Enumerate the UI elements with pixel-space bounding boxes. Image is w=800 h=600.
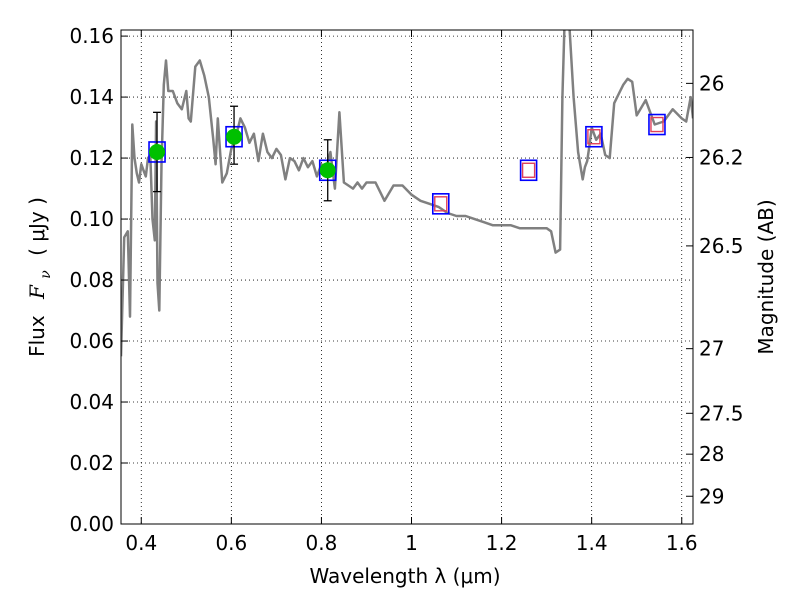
axis-ticks: 0.4 0.6 0.8 1 1.2 1.4 1.6 0.00 0.02 0.04 0.06 0.08 0… [69, 24, 743, 555]
model-box-marker [519, 159, 538, 182]
sed-model-line [121, 30, 693, 357]
right-axis-title: Magnitude (AB) [754, 199, 778, 354]
y-tick-label: 0.06 [69, 329, 114, 353]
prediction-box-marker [434, 196, 448, 212]
y-tick-label: 0.10 [69, 207, 114, 231]
x-tick-label: 1 [405, 531, 418, 555]
plot-series [121, 30, 693, 357]
x-tick-label: 1.6 [666, 531, 698, 555]
y-axis-title-prefix: Flux [25, 315, 49, 357]
plot-markers [148, 105, 666, 215]
right-tick-label: 27 [699, 337, 724, 361]
x-tick-label: 0.4 [125, 531, 157, 555]
y-tick-label: 0.00 [69, 512, 114, 536]
prediction-box-marker [587, 129, 601, 145]
y-tick-label: 0.14 [69, 85, 114, 109]
right-tick-label: 27.5 [699, 401, 744, 425]
y-tick-label: 0.16 [69, 24, 114, 48]
observed-flux-point [319, 162, 336, 179]
model-box-marker [431, 193, 450, 215]
right-tick-label: 26 [699, 71, 724, 95]
plot-frame [120, 29, 694, 525]
y-axis-title-unit: ( μJy ) [25, 197, 49, 256]
model-box-marker [585, 125, 603, 148]
x-tick-label: 0.8 [306, 531, 338, 555]
x-tick-label: 0.6 [215, 531, 247, 555]
y-axis-title-subscript: ν [38, 270, 54, 279]
y-axis-title-symbol: F [25, 284, 49, 300]
x-tick-label: 1.2 [486, 531, 518, 555]
observed-flux-point [226, 128, 243, 145]
y-axis-title: Flux F ν ( μJy ) [25, 197, 55, 357]
x-tick-label: 1.4 [576, 531, 608, 555]
observed-flux-point [149, 143, 166, 160]
prediction-box-marker [521, 162, 536, 178]
model-box-marker [648, 113, 666, 136]
prediction-box-marker [650, 116, 664, 133]
y-tick-label: 0.02 [69, 451, 114, 475]
right-tick-label: 26.2 [699, 145, 744, 169]
right-tick-label: 26.5 [699, 234, 744, 258]
x-axis-title: Wavelength λ (μm) [309, 564, 500, 588]
y-tick-label: 0.12 [69, 146, 114, 170]
right-tick-label: 28 [699, 442, 724, 466]
y-tick-label: 0.04 [69, 390, 114, 414]
y-tick-label: 0.08 [69, 268, 114, 292]
right-tick-label: 29 [699, 484, 724, 508]
